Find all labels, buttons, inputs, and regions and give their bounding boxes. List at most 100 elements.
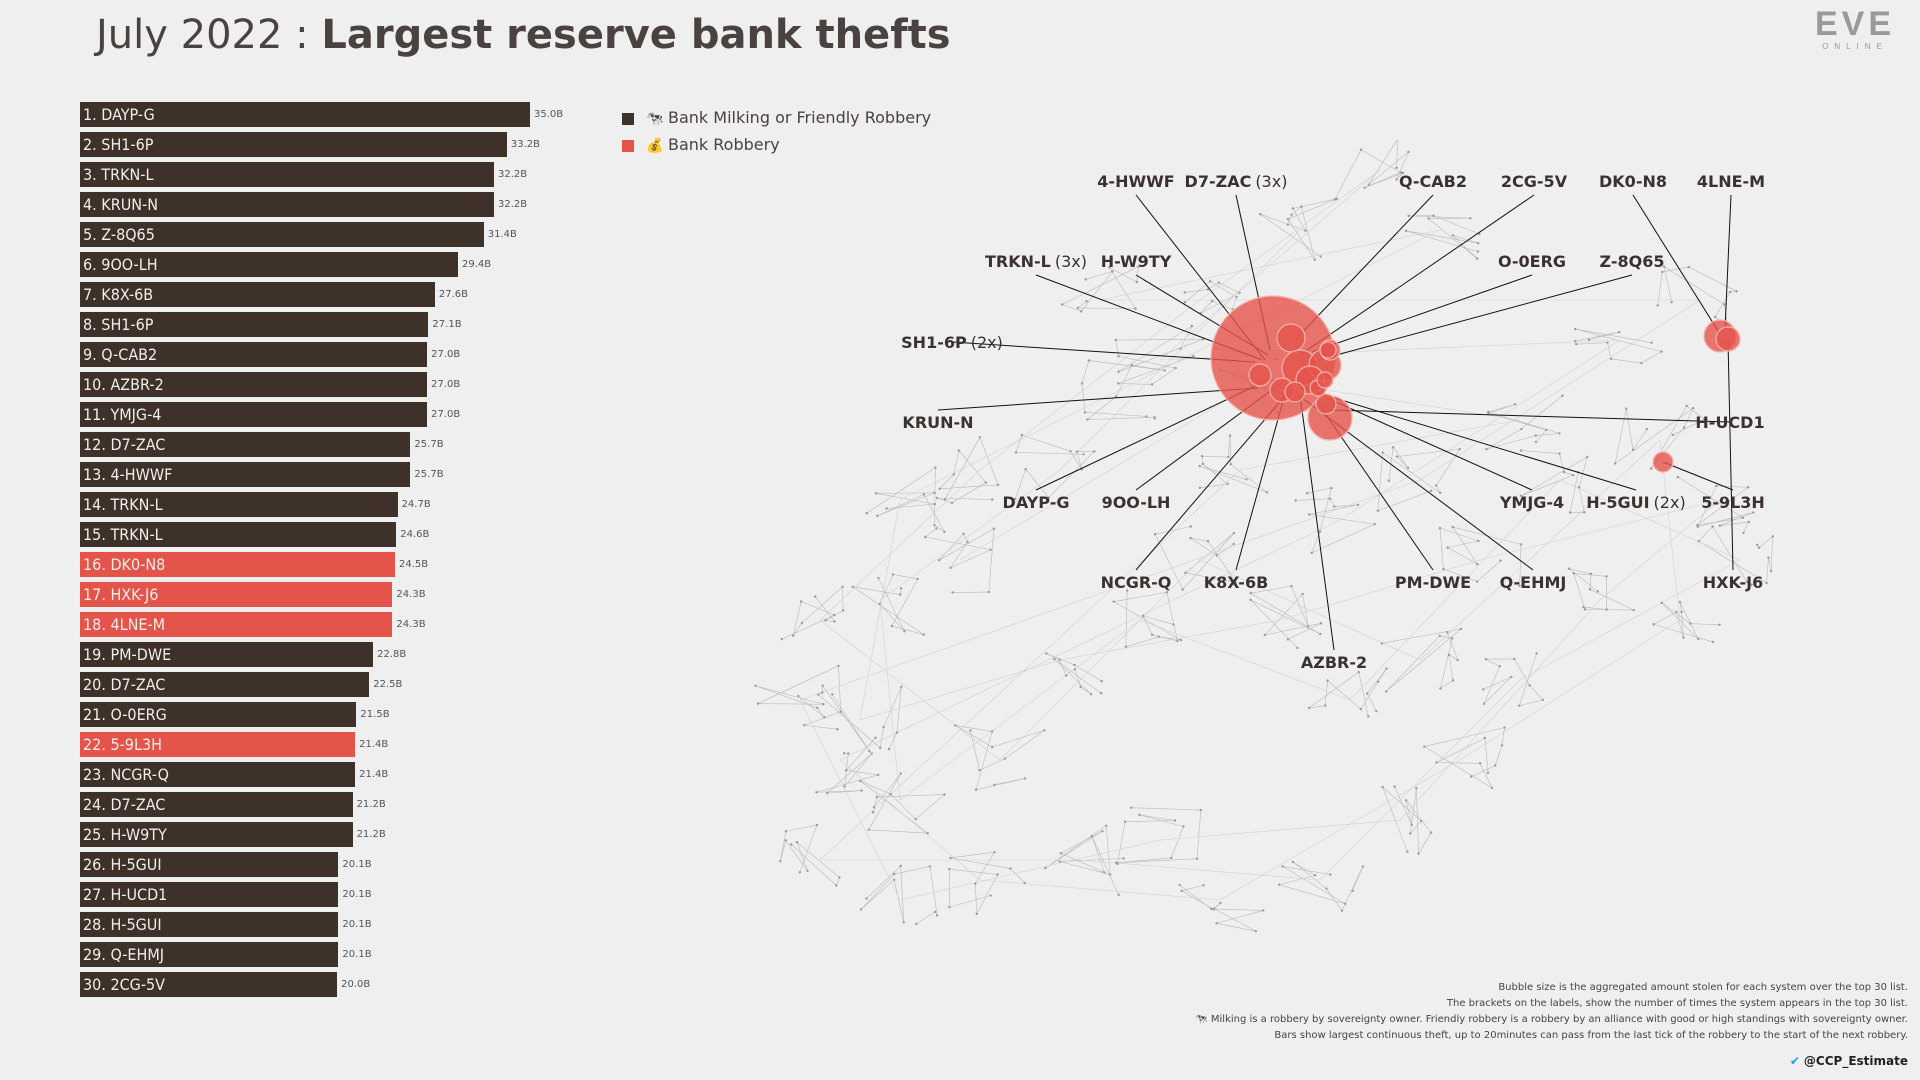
network-node bbox=[814, 595, 817, 598]
network-node bbox=[871, 811, 875, 814]
network-node bbox=[978, 769, 981, 772]
network-node bbox=[1477, 539, 1480, 543]
network-edge bbox=[1440, 680, 1454, 689]
network-node bbox=[1249, 598, 1252, 602]
bar: 4. KRUN-N bbox=[80, 192, 494, 217]
network-edge bbox=[1657, 271, 1663, 306]
network-node bbox=[1541, 698, 1545, 702]
network-node bbox=[1206, 288, 1210, 291]
network-edge bbox=[979, 437, 999, 486]
network-edge bbox=[839, 759, 981, 881]
network-node bbox=[878, 746, 882, 750]
network-node bbox=[1771, 535, 1774, 538]
network-node bbox=[779, 859, 782, 863]
network-edge bbox=[1433, 215, 1480, 235]
network-edge bbox=[888, 732, 898, 750]
network-node bbox=[1195, 857, 1199, 860]
network-node bbox=[1429, 489, 1433, 493]
network-edge bbox=[1535, 433, 1560, 436]
network-edge bbox=[796, 842, 808, 871]
network-node bbox=[1406, 850, 1409, 853]
network-node bbox=[882, 725, 885, 729]
legend-item-robbery: 💰 Bank Robbery bbox=[622, 135, 931, 162]
network-node bbox=[1328, 497, 1332, 500]
network-edge bbox=[1488, 413, 1547, 431]
network-node bbox=[1415, 786, 1418, 790]
system-label: SH1-6P (2x) bbox=[901, 333, 1003, 352]
network-node bbox=[784, 830, 788, 833]
system-label: 5-9L3H bbox=[1701, 493, 1765, 512]
bar-value-label: 27.0B bbox=[431, 409, 461, 420]
network-node bbox=[1232, 542, 1235, 546]
network-node bbox=[1210, 907, 1213, 911]
network-node bbox=[1640, 361, 1643, 365]
footnote-bubble-size: Bubble size is the aggregated amount sto… bbox=[1498, 982, 1908, 993]
network-node bbox=[1117, 355, 1120, 358]
network-edge bbox=[791, 844, 837, 886]
bar: 20. D7-ZAC bbox=[80, 672, 370, 697]
network-node bbox=[1410, 823, 1413, 826]
network-node bbox=[1198, 464, 1201, 468]
network-edge bbox=[1319, 488, 1332, 532]
network-node bbox=[1117, 370, 1120, 373]
network-node bbox=[1451, 679, 1455, 682]
system-label: D7-ZAC (3x) bbox=[1185, 172, 1288, 191]
leader-line bbox=[1311, 274, 1533, 353]
twitter-handle[interactable]: ✔ @CCP_Estimate bbox=[1790, 1054, 1908, 1068]
network-node bbox=[937, 558, 941, 562]
network-edge bbox=[1282, 866, 1331, 875]
network-edge bbox=[1155, 526, 1191, 535]
network-node bbox=[1335, 197, 1339, 201]
network-edge bbox=[934, 467, 936, 526]
bar-value-label: 21.2B bbox=[356, 799, 386, 810]
network-edge bbox=[1409, 788, 1417, 834]
theft-bubble bbox=[1315, 393, 1337, 415]
network-edge bbox=[1575, 331, 1620, 342]
network-edge bbox=[1216, 910, 1264, 924]
network-node bbox=[835, 884, 838, 887]
bar-value-label: 22.5B bbox=[373, 679, 403, 690]
bubble-layer bbox=[1210, 295, 1741, 473]
network-edge bbox=[879, 599, 901, 801]
footnote-bars: Bars show largest continuous theft, up t… bbox=[1274, 1030, 1908, 1041]
leader-line bbox=[1329, 409, 1731, 423]
network-node bbox=[1123, 820, 1127, 823]
network-edge bbox=[1440, 638, 1453, 689]
network-edge bbox=[939, 474, 955, 490]
network-node bbox=[948, 867, 951, 871]
network-node bbox=[1359, 707, 1363, 711]
network-edge bbox=[939, 484, 999, 490]
system-name: DAYP-G bbox=[1003, 493, 1070, 512]
network-edge bbox=[979, 758, 1006, 771]
bar: 8. SH1-6P bbox=[80, 312, 429, 337]
network-edge bbox=[1712, 526, 1748, 582]
network-edge bbox=[1377, 490, 1432, 512]
bar: 27. H-UCD1 bbox=[80, 882, 339, 907]
network-node bbox=[1631, 448, 1635, 451]
network-edge bbox=[1295, 498, 1331, 501]
network-edge bbox=[1529, 685, 1544, 701]
theft-bubble bbox=[1652, 451, 1674, 473]
network-edge bbox=[1213, 908, 1256, 932]
leader-line bbox=[1724, 194, 1732, 331]
network-node bbox=[1290, 213, 1293, 217]
network-edge bbox=[818, 694, 881, 749]
network-node bbox=[1153, 533, 1157, 536]
network-node bbox=[1189, 536, 1192, 540]
network-edge bbox=[1396, 172, 1404, 180]
bar: 5. Z-8Q65 bbox=[80, 222, 484, 247]
network-node bbox=[1438, 634, 1441, 638]
network-edge bbox=[755, 685, 824, 705]
system-label: Q-CAB2 bbox=[1399, 172, 1467, 191]
network-edge bbox=[1683, 407, 1694, 428]
network-edge bbox=[1326, 888, 1343, 911]
network-edge bbox=[1483, 666, 1500, 704]
system-name: HXK-J6 bbox=[1703, 573, 1763, 592]
network-node bbox=[1174, 366, 1177, 370]
network-edge bbox=[1663, 266, 1725, 305]
network-node bbox=[876, 773, 880, 777]
network-node bbox=[1114, 338, 1118, 342]
bar: 6. 9OO-LH bbox=[80, 252, 458, 277]
network-edge bbox=[1264, 623, 1322, 636]
footnote-milking: 🐄 Milking is a robbery by sovereignty ow… bbox=[1195, 1014, 1908, 1025]
